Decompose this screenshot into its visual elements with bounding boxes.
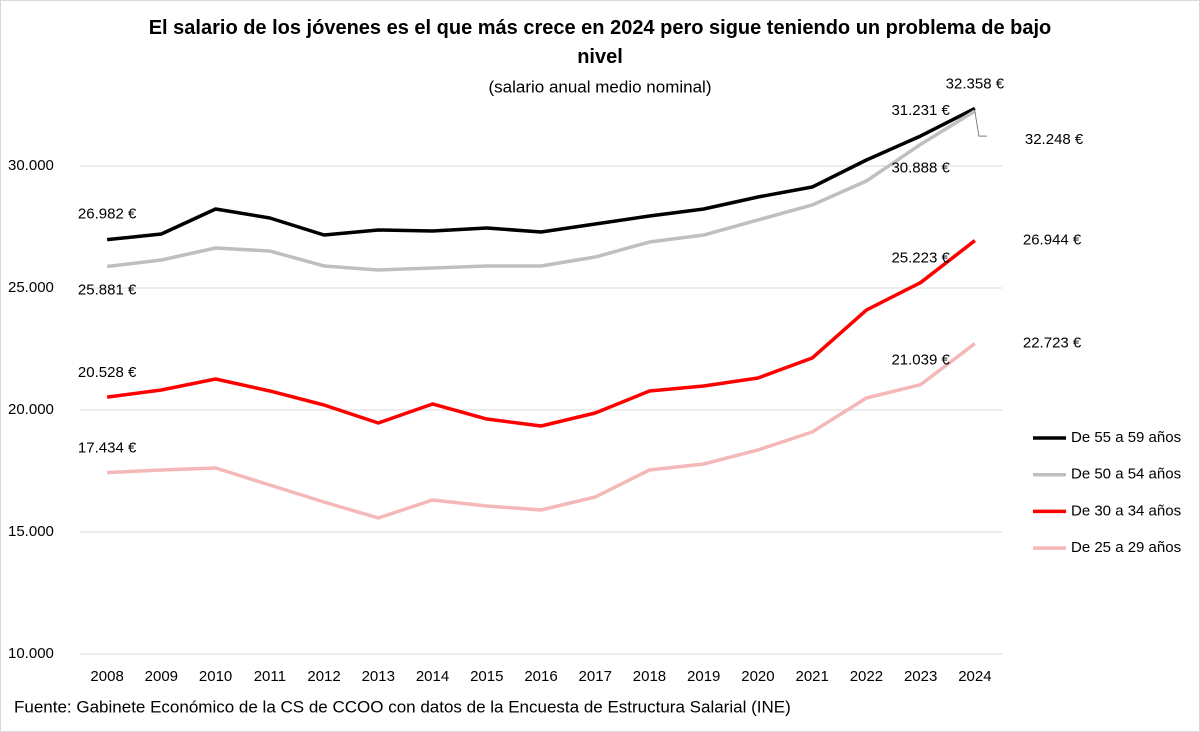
- data-label: 26.944 €: [1023, 232, 1082, 249]
- x-tick-label: 2010: [199, 668, 232, 685]
- x-tick-label: 2020: [741, 668, 774, 685]
- data-label: 31.231 €: [891, 102, 950, 119]
- data-label: 26.982 €: [78, 206, 137, 223]
- y-tick-label: 10.000: [8, 645, 54, 662]
- legend-label: De 55 a 59 años: [1071, 429, 1181, 446]
- line-series: [107, 342, 976, 520]
- x-tick-label: 2019: [687, 668, 720, 685]
- data-label: 25.223 €: [891, 250, 950, 267]
- line-series: [106, 239, 976, 428]
- x-tick-label: 2021: [795, 668, 828, 685]
- data-label: 21.039 €: [891, 352, 950, 369]
- data-label: 32.248 €: [1025, 131, 1084, 148]
- y-tick-label: 25.000: [8, 279, 54, 296]
- x-tick-label: 2023: [904, 668, 937, 685]
- line-series: [106, 106, 976, 242]
- x-tick-label: 2022: [850, 668, 883, 685]
- y-tick-label: 20.000: [8, 401, 54, 418]
- data-label: 32.358 €: [946, 75, 1005, 92]
- x-tick-label: 2017: [579, 668, 612, 685]
- x-tick-label: 2024: [958, 668, 991, 685]
- data-label: 25.881 €: [78, 281, 137, 298]
- x-tick-label: 2008: [90, 668, 123, 685]
- chart-title: El salario de los jóvenes es el que más …: [148, 17, 1052, 68]
- leader-line: [974, 111, 987, 137]
- source-note: Fuente: Gabinete Económico de la CS de C…: [14, 697, 791, 716]
- y-tick-label: 15.000: [8, 523, 54, 540]
- legend-label: De 50 a 54 años: [1071, 466, 1181, 483]
- x-tick-label: 2014: [416, 668, 449, 685]
- data-label: 30.888 €: [891, 159, 950, 176]
- legend-label: De 30 a 34 años: [1071, 502, 1181, 519]
- x-tick-label: 2016: [524, 668, 557, 685]
- x-tick-label: 2013: [362, 668, 395, 685]
- x-tick-label: 2012: [307, 668, 340, 685]
- y-tick-label: 30.000: [8, 157, 54, 174]
- data-label: 22.723 €: [1023, 335, 1082, 352]
- line-series: [106, 109, 976, 272]
- legend-label: De 25 a 29 años: [1071, 539, 1181, 556]
- data-label: 17.434 €: [78, 440, 137, 457]
- x-tick-label: 2009: [145, 668, 178, 685]
- chart-subtitle: (salario anual medio nominal): [488, 77, 711, 96]
- data-label: 20.528 €: [78, 364, 137, 381]
- x-tick-label: 2015: [470, 668, 503, 685]
- x-tick-label: 2018: [633, 668, 666, 685]
- x-tick-label: 2011: [254, 668, 286, 685]
